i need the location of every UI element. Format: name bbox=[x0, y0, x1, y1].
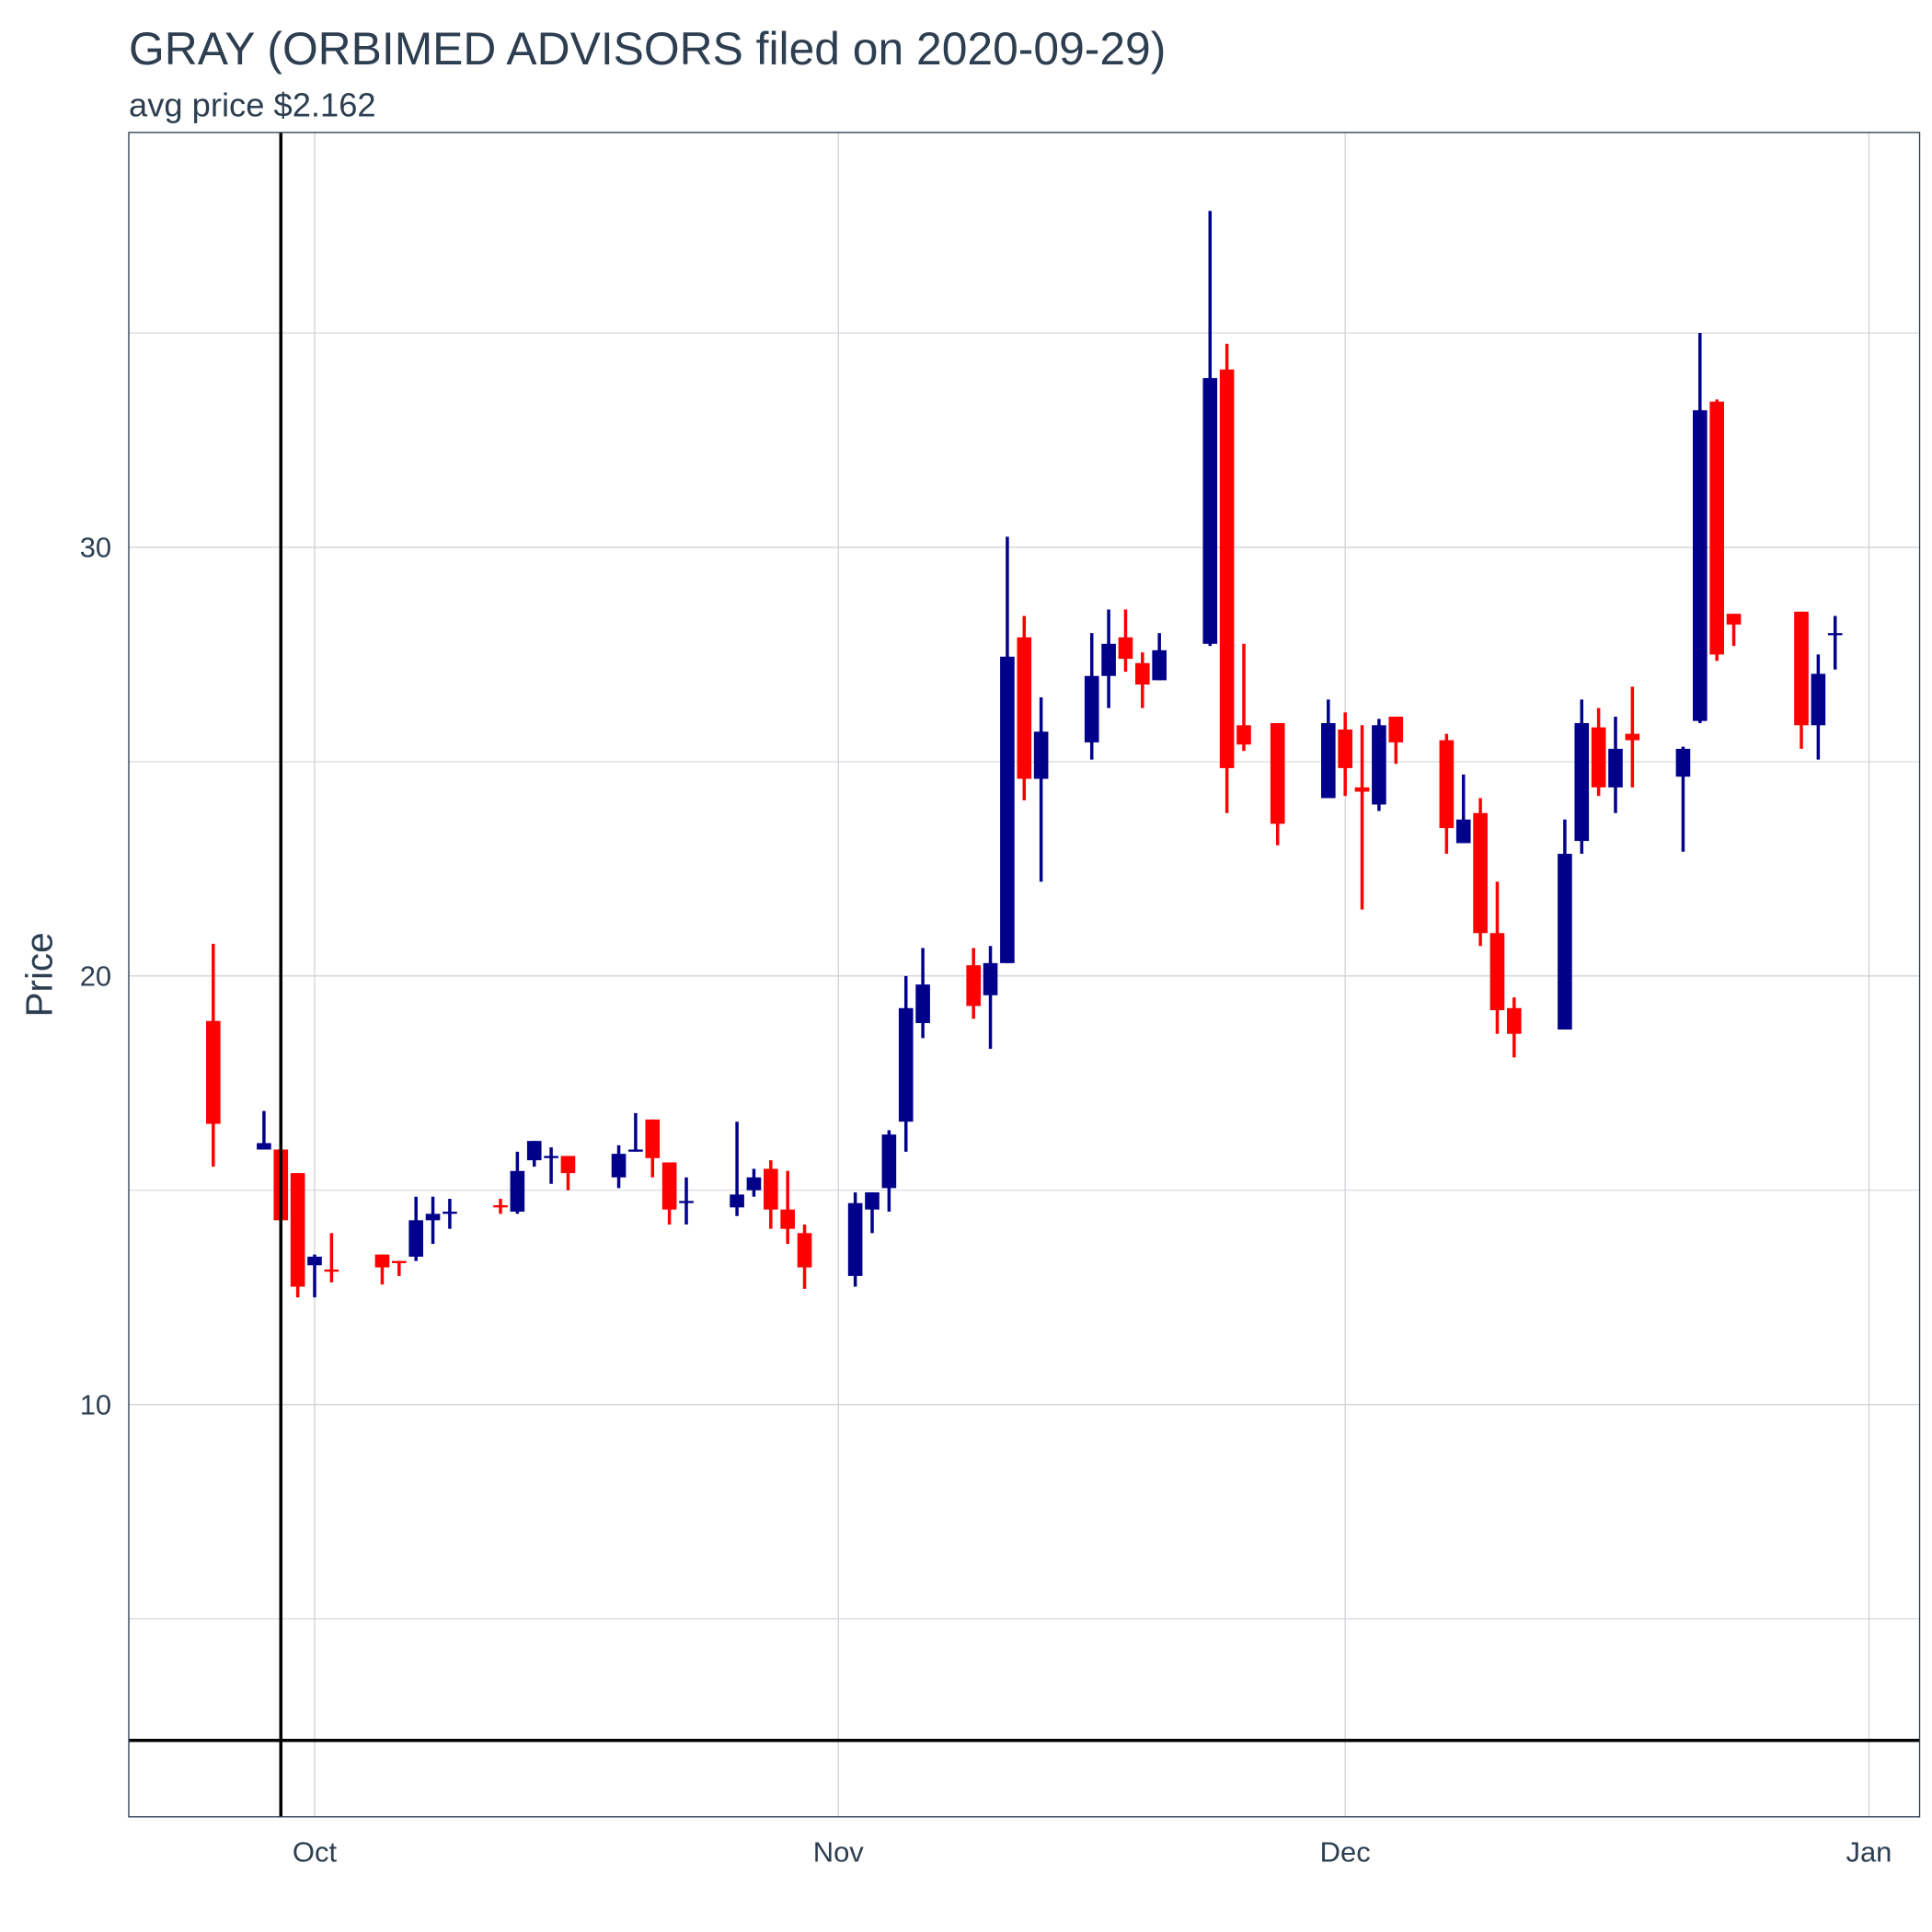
candle-body bbox=[493, 1205, 508, 1208]
candle-body bbox=[257, 1143, 271, 1150]
candle-body bbox=[1388, 716, 1404, 742]
y-axis-label: Price bbox=[18, 932, 61, 1017]
candle-body bbox=[1202, 377, 1218, 644]
candle-body bbox=[1354, 787, 1370, 792]
candle-body bbox=[1101, 643, 1116, 676]
x-tick-label: Dec bbox=[1320, 1835, 1371, 1868]
x-tick-label: Nov bbox=[813, 1835, 865, 1868]
candle-body bbox=[797, 1233, 812, 1268]
candle-body bbox=[780, 1209, 795, 1229]
candle-body bbox=[611, 1154, 627, 1178]
candle-body bbox=[1507, 1007, 1522, 1034]
candle-body bbox=[915, 984, 930, 1024]
candle-body bbox=[1439, 740, 1455, 829]
candle-body bbox=[206, 1020, 221, 1124]
candle-body bbox=[526, 1141, 542, 1161]
candle-body bbox=[1473, 812, 1488, 934]
candle-body bbox=[1270, 722, 1285, 824]
candle-body bbox=[679, 1201, 694, 1203]
candle-body bbox=[1338, 729, 1352, 768]
y-tick-label: 20 bbox=[80, 960, 111, 993]
candle-body bbox=[1794, 611, 1809, 726]
candle-body bbox=[865, 1192, 880, 1210]
candle-body bbox=[661, 1162, 677, 1210]
candle-body bbox=[1118, 637, 1133, 660]
candle-body bbox=[374, 1254, 390, 1268]
candle-body bbox=[544, 1156, 558, 1158]
candle-body bbox=[324, 1269, 339, 1272]
candle-body bbox=[1709, 401, 1724, 655]
x-tick-label: Jan bbox=[1846, 1835, 1892, 1868]
candle-body bbox=[425, 1213, 441, 1221]
candle-body bbox=[1135, 662, 1150, 685]
chart-subtitle: avg price $2.162 bbox=[129, 86, 376, 124]
candle-body bbox=[746, 1177, 762, 1190]
reference-lines bbox=[129, 132, 1920, 1817]
candle-body bbox=[560, 1156, 576, 1174]
candle-body bbox=[307, 1256, 322, 1266]
candle-body bbox=[1675, 748, 1691, 777]
candle-body bbox=[1489, 933, 1505, 1011]
candle-body bbox=[1693, 409, 1708, 721]
candle-body bbox=[1625, 733, 1640, 741]
plot-border bbox=[128, 132, 1921, 1818]
grid bbox=[129, 132, 1920, 1817]
candle-body bbox=[1321, 722, 1336, 799]
candle-body bbox=[1608, 748, 1623, 788]
x-tick-label: Oct bbox=[293, 1835, 338, 1868]
candle-body bbox=[1827, 633, 1843, 636]
candle-body bbox=[408, 1220, 423, 1257]
candle-body bbox=[290, 1173, 305, 1287]
candle-body bbox=[1152, 650, 1167, 681]
candle-body bbox=[1558, 854, 1572, 1030]
y-tick-label: 30 bbox=[80, 532, 111, 564]
candle-body bbox=[392, 1260, 407, 1263]
candle-body bbox=[1726, 614, 1742, 625]
candle-body bbox=[443, 1212, 457, 1214]
candle-body bbox=[881, 1134, 897, 1189]
candle-body bbox=[1372, 725, 1386, 805]
candle-body bbox=[1811, 673, 1826, 726]
candle-body bbox=[1455, 819, 1471, 844]
candle-body bbox=[645, 1119, 661, 1158]
candle-body bbox=[847, 1202, 863, 1276]
candle-body bbox=[1084, 675, 1099, 742]
candle-body bbox=[628, 1149, 643, 1152]
candle-body bbox=[1219, 369, 1235, 768]
candle-body bbox=[1033, 731, 1049, 779]
candle-body bbox=[1000, 656, 1015, 963]
y-tick-label: 10 bbox=[80, 1388, 111, 1420]
candle-body bbox=[983, 962, 998, 995]
candle-body bbox=[510, 1170, 525, 1213]
candle-body bbox=[730, 1194, 744, 1208]
chart-title: GRAY (ORBIMED ADVISORS filed on 2020-09-… bbox=[129, 23, 1166, 75]
candle-body bbox=[966, 965, 981, 1006]
candle-body bbox=[1574, 722, 1590, 842]
candles bbox=[206, 211, 1843, 1298]
candle-body bbox=[898, 1007, 914, 1122]
candle-body bbox=[1236, 725, 1251, 745]
candle-body bbox=[1017, 637, 1032, 779]
candle-body bbox=[764, 1168, 778, 1210]
candle-body bbox=[1591, 727, 1606, 788]
